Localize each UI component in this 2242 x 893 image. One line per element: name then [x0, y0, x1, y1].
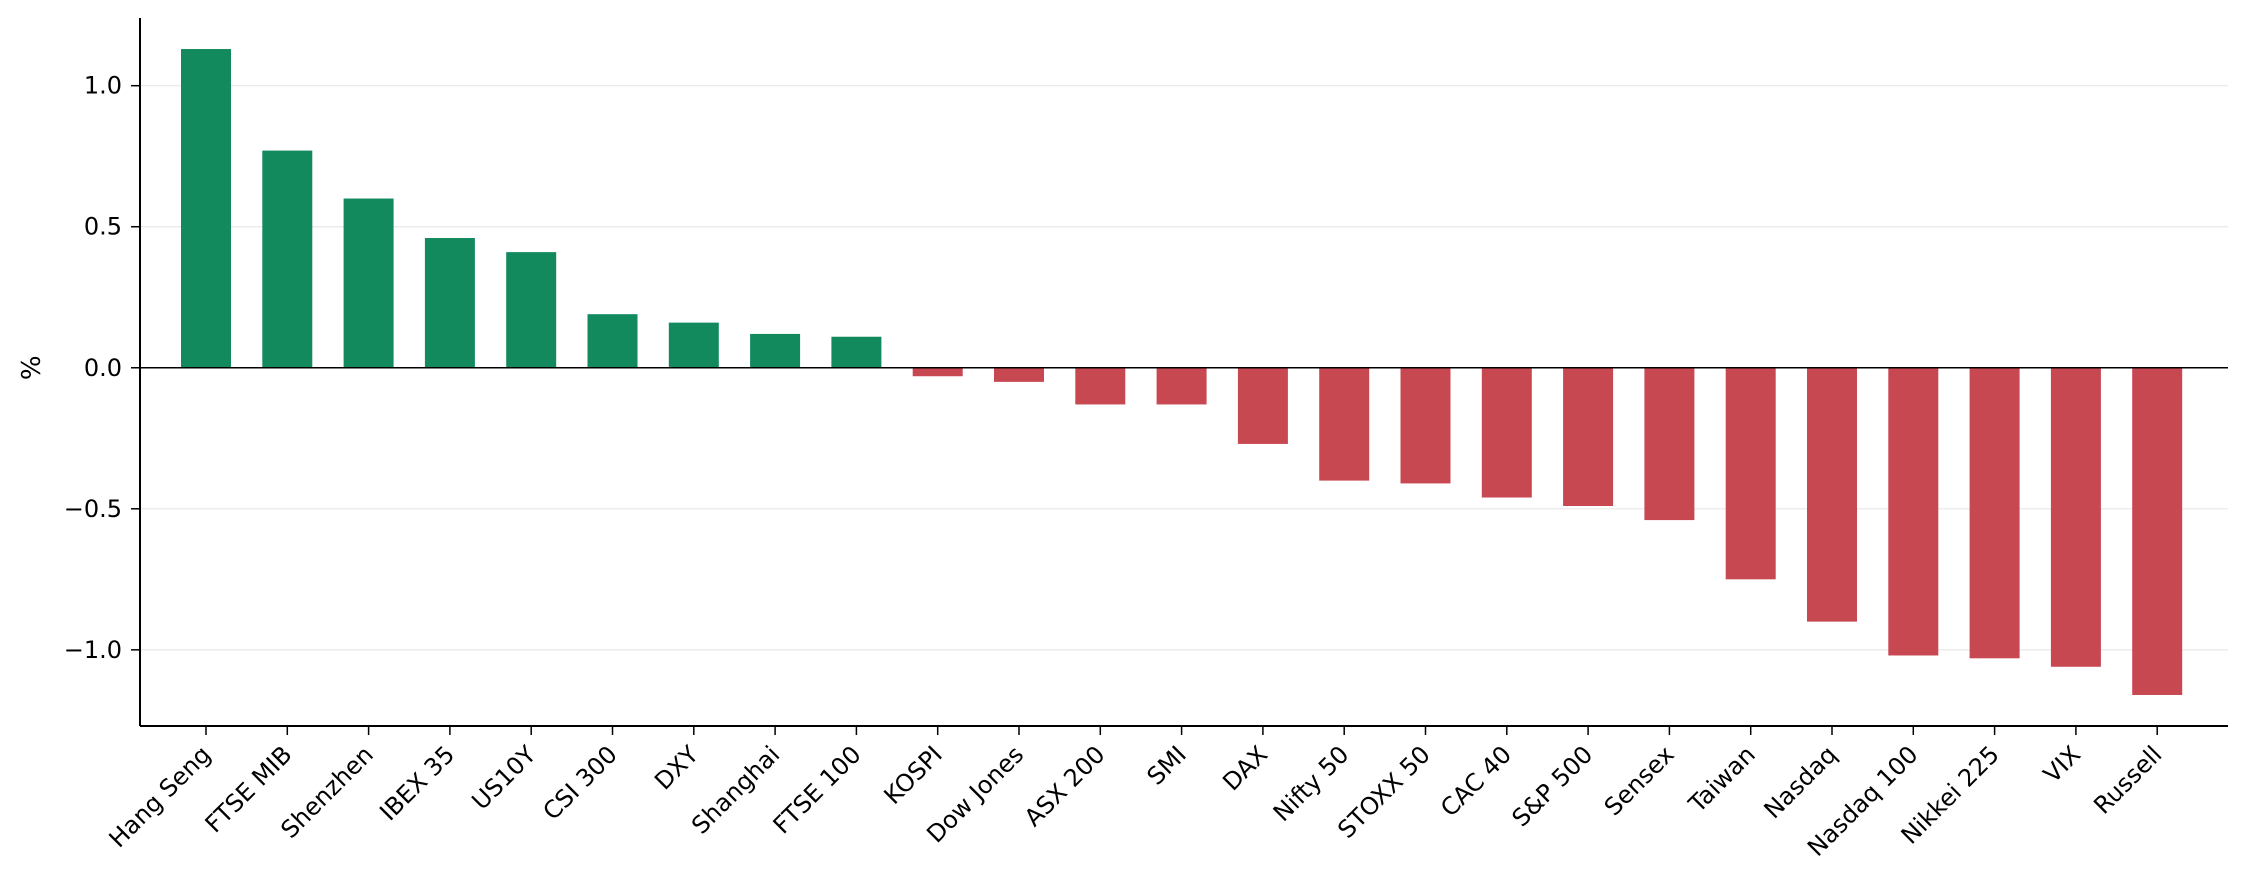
x-tick-label: Sensex — [1599, 740, 1680, 821]
x-tick-label: KOSPI — [879, 740, 948, 809]
x-tick-label: Nasdaq — [1759, 740, 1843, 824]
bar — [424, 238, 475, 368]
x-tick-label: VIX — [2038, 740, 2086, 788]
x-tick-label: DAX — [1217, 740, 1273, 796]
x-tick-label: ASX 200 — [1019, 740, 1111, 832]
x-tick-label: DXY — [649, 740, 704, 795]
bar — [1807, 367, 1857, 622]
x-tick-label: S&P 500 — [1507, 740, 1599, 832]
bar — [1969, 367, 2020, 659]
bar — [1563, 367, 1614, 506]
y-tick-label: −1.0 — [64, 636, 122, 664]
bar — [994, 367, 1044, 382]
bar — [2132, 367, 2183, 695]
y-tick-label: 0.5 — [84, 213, 122, 241]
y-tick-label: 1.0 — [84, 72, 122, 100]
x-tick-label: Shanghai — [686, 740, 785, 839]
bar — [1481, 367, 1532, 498]
y-tick-label: 0.0 — [84, 354, 122, 382]
bar — [587, 314, 638, 368]
bar — [1237, 367, 1288, 444]
bar — [1725, 367, 1776, 580]
bar — [1319, 367, 1370, 481]
y-tick-label: −0.5 — [64, 495, 122, 523]
bar — [2050, 367, 2101, 667]
x-tick-label: Taiwan — [1683, 740, 1761, 818]
x-tick-label: SMI — [1142, 740, 1192, 790]
x-tick-label: CSI 300 — [538, 740, 623, 825]
bar — [181, 49, 231, 368]
x-tick-label: IBEX 35 — [374, 740, 460, 826]
bar — [912, 367, 963, 377]
bar — [668, 322, 719, 368]
bar — [1400, 367, 1451, 484]
bar — [262, 150, 313, 368]
bar — [1156, 367, 1207, 405]
x-tick-label: US10Y — [466, 740, 541, 815]
bar — [1075, 367, 1126, 405]
y-axis-label: % — [17, 355, 47, 380]
bars — [181, 49, 2183, 695]
bar — [506, 252, 557, 368]
x-tick-label: FTSE 100 — [768, 740, 867, 839]
bar — [1644, 367, 1695, 521]
y-ticks: 1.0 0.5 0.0 −0.5 −1.0 — [64, 72, 140, 664]
bar — [831, 336, 882, 368]
bar — [343, 198, 394, 368]
x-tick-label: CAC 40 — [1435, 740, 1517, 822]
x-tick-label: Russell — [2088, 740, 2167, 819]
x-tick-label: Hang Seng — [104, 740, 217, 853]
bar — [750, 333, 801, 368]
bar — [1888, 367, 1939, 656]
